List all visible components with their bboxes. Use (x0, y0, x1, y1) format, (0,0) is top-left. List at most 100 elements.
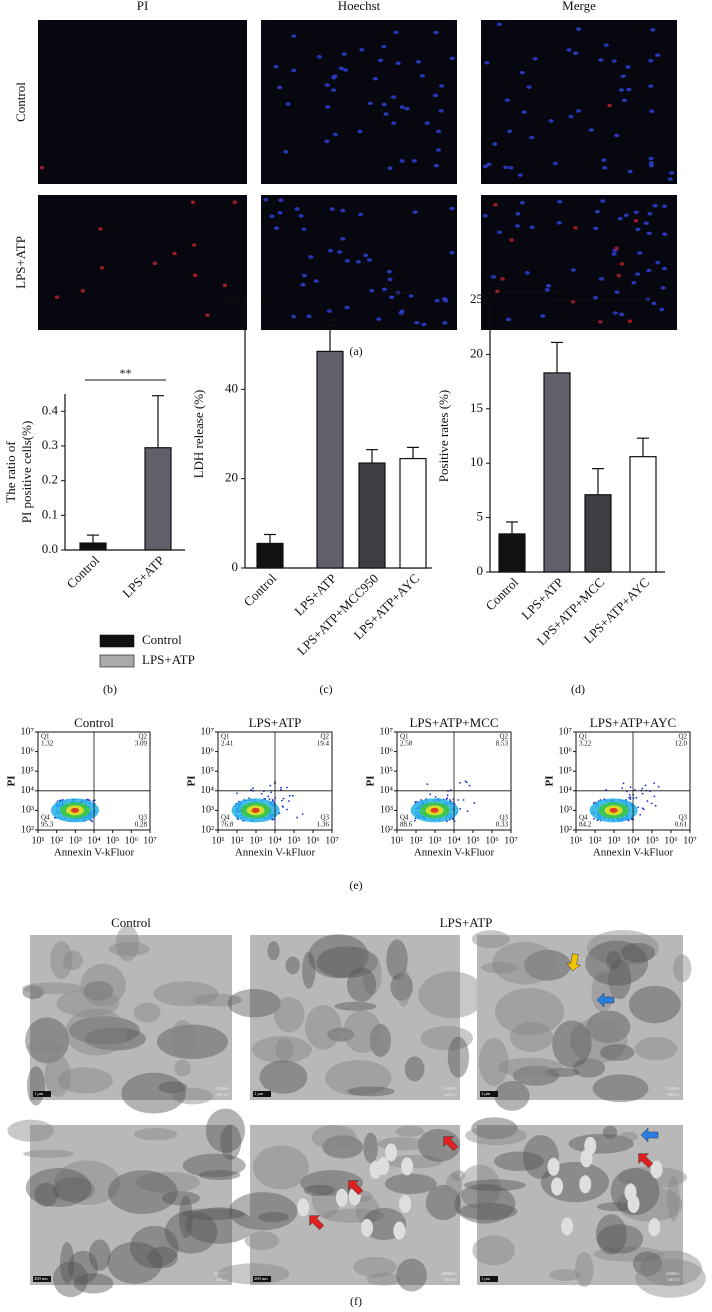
x-tick-label: 10³ (250, 835, 263, 846)
quadrant-name: Q2 (678, 733, 687, 741)
event-dot (641, 807, 644, 810)
tem-texture (471, 1117, 518, 1140)
tem-texture (596, 1202, 636, 1212)
event-dot (646, 800, 649, 803)
tem-texture (390, 972, 413, 1001)
density-core (70, 807, 79, 813)
y-tick-label: 10³ (201, 805, 214, 816)
nucleus (540, 314, 546, 318)
vacuole (361, 1218, 374, 1237)
event-dot (627, 819, 630, 822)
panel-label: (c) (319, 682, 332, 696)
tem-texture (425, 1185, 461, 1221)
bar (79, 542, 107, 551)
tem-texture (115, 925, 140, 962)
nucleus (532, 56, 538, 61)
tem-texture (552, 1020, 592, 1068)
nucleus (433, 163, 440, 168)
column-header: Hoechst (338, 0, 381, 13)
nucleus (627, 169, 633, 174)
x-tick-label: 10⁷ (683, 835, 697, 846)
tem-texture (618, 1166, 688, 1189)
nucleus (650, 27, 656, 32)
nucleus (435, 148, 442, 152)
nucleus (363, 253, 369, 258)
nucleus (372, 76, 378, 81)
pi-stain (98, 227, 103, 231)
tem-texture (465, 1126, 527, 1146)
tem-texture (480, 962, 519, 974)
nucleus (415, 59, 422, 64)
nucleus (324, 139, 330, 144)
y-axis-label: LDH release (%) (191, 390, 206, 479)
y-axis-label: The ratio of (3, 441, 18, 503)
event-dot (89, 819, 92, 822)
nucleus (342, 68, 349, 72)
vacuole (650, 1160, 663, 1179)
nucleus (329, 207, 335, 211)
tem-texture (62, 950, 83, 971)
nucleus (514, 224, 521, 228)
magnification: 12000× (443, 1086, 457, 1091)
tem-texture (343, 1010, 382, 1053)
nucleus (357, 129, 363, 134)
quadrant-value: 12.0 (675, 740, 688, 748)
nucleus (277, 85, 283, 90)
nucleus (411, 159, 418, 163)
tem-texture (44, 1054, 72, 1097)
nucleus (635, 227, 641, 232)
nucleus (503, 165, 509, 170)
nucleus (556, 221, 562, 225)
pi-stain (205, 313, 210, 318)
tem-texture (302, 951, 316, 989)
nucleus (614, 290, 620, 294)
pi-stain (570, 299, 576, 304)
bar (144, 447, 172, 551)
legend-swatch (99, 654, 135, 668)
vacuole (393, 1221, 406, 1240)
x-tick-label: 10¹ (212, 835, 225, 846)
quadrant-name: Q2 (138, 733, 147, 741)
nucleus (617, 216, 623, 221)
x-tick-label: 10² (50, 835, 63, 846)
event-dot (281, 799, 283, 802)
nucleus (369, 288, 375, 293)
event-dot (286, 808, 288, 811)
tem-texture (153, 981, 219, 1007)
tem-texture (494, 988, 565, 1036)
nucleus (433, 30, 439, 35)
pi-stain (80, 289, 85, 293)
event-dot (657, 785, 660, 788)
tem-texture (251, 1036, 312, 1064)
tem-texture (192, 993, 242, 1007)
vacuole (561, 1217, 574, 1236)
arrow (309, 1215, 325, 1231)
nucleus (424, 121, 430, 125)
nucleus (291, 68, 297, 73)
event-dot (641, 787, 644, 790)
nucleus (269, 214, 275, 219)
tem-texture (185, 1207, 255, 1244)
tem-texture (545, 1067, 580, 1077)
nucleus (557, 199, 563, 204)
nucleus (568, 114, 574, 119)
event-dot (426, 783, 429, 786)
y-tick-label: 10⁵ (21, 765, 35, 776)
event-dot (91, 820, 94, 823)
nucleus (338, 66, 344, 71)
bar (498, 533, 526, 573)
tem-texture (305, 1005, 342, 1050)
tem-texture (108, 942, 150, 957)
nucleus (647, 211, 653, 216)
nucleus (548, 119, 554, 123)
tem-texture (85, 1027, 146, 1051)
tem-texture (34, 1182, 59, 1207)
tem-image (250, 935, 460, 1100)
nucleus (273, 64, 279, 69)
pi-stain (222, 283, 228, 288)
x-tick-label: Control (241, 570, 280, 609)
nucleus (387, 277, 393, 282)
event-dot (637, 806, 640, 809)
quadrant-value: 19.4 (317, 740, 330, 748)
event-dot (451, 818, 454, 821)
